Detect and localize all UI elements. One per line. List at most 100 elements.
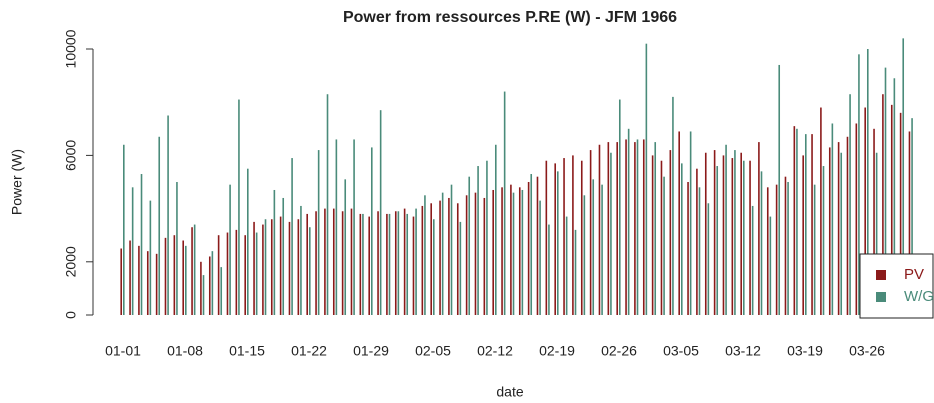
bar [589,150,592,315]
bar [377,211,379,315]
bar [565,216,568,315]
x-tick-label: 01-08 [167,343,203,359]
bar [350,208,353,315]
bar [793,126,796,315]
bar [758,142,760,315]
bar [822,166,825,315]
bar [518,187,521,315]
bar [279,216,282,315]
bar [787,182,789,315]
bar [554,163,556,315]
bar [255,232,258,315]
chart-title: Power from ressources P.RE (W) - JFM 196… [343,9,677,26]
bar [379,110,382,316]
bar [645,43,648,316]
x-tick-label: 03-05 [663,343,699,359]
bar [164,237,167,315]
bar [324,208,326,315]
bar [465,195,468,315]
bar [341,211,344,315]
bar [308,227,311,315]
bar [899,112,902,315]
bar [270,219,273,315]
bar [306,213,308,315]
bar [173,235,176,315]
bar [176,182,178,315]
bar [211,251,214,315]
bar [226,232,229,315]
x-tick-label: 02-05 [415,343,451,359]
bar [911,118,913,315]
bar [716,166,719,315]
bar [344,179,347,315]
bar [563,158,565,315]
bar [875,152,878,315]
bar [492,189,494,315]
y-tick-label: 10000 [63,29,79,68]
x-tick-label: 03-26 [849,343,885,359]
bar [592,179,595,315]
bar [769,216,772,315]
bar [775,184,778,315]
bar [722,155,725,315]
bar [486,160,488,315]
bar [704,152,707,315]
x-tick-label: 01-15 [229,343,265,359]
bar [731,158,734,315]
bar [146,251,149,315]
legend-swatch [876,292,886,302]
bar [501,187,503,315]
bar [208,256,211,315]
bar [253,221,255,315]
bar [415,208,417,315]
bar [510,184,512,315]
bar [873,128,875,315]
x-tick-label: 03-19 [787,343,823,359]
bar [273,189,276,315]
y-tick-label: 6000 [63,140,79,171]
bar [403,208,406,315]
bar [421,205,424,315]
legend-label: W/G [904,288,934,305]
bar [412,216,415,315]
bar [131,187,134,315]
bar [740,152,742,315]
bar [182,240,184,315]
bar [580,160,583,315]
bar [300,205,302,315]
bar [828,147,831,315]
bar [202,275,205,315]
bar [858,54,860,315]
bar [654,142,657,315]
bar [556,171,559,315]
bar [297,219,300,315]
bar [229,184,231,315]
bar [335,139,338,315]
bar [394,211,397,315]
bar [527,182,530,315]
bar [503,91,506,315]
bar [837,142,840,315]
bar [820,107,822,316]
bar [734,150,736,315]
bar [804,134,807,315]
bar [796,128,798,315]
x-axis-label: date [496,384,523,400]
bar [634,142,636,315]
bar [140,174,143,315]
bar [129,240,131,315]
bar [849,94,851,315]
bar [607,142,610,315]
bar [262,224,264,315]
bar [802,155,804,315]
bar [539,200,541,315]
bar [846,136,849,315]
bar [220,267,223,315]
bar [244,235,246,315]
bar [893,78,896,315]
bar [456,203,459,315]
bar [627,128,630,315]
bar [672,96,674,315]
bar [477,166,479,315]
bar [831,123,834,315]
